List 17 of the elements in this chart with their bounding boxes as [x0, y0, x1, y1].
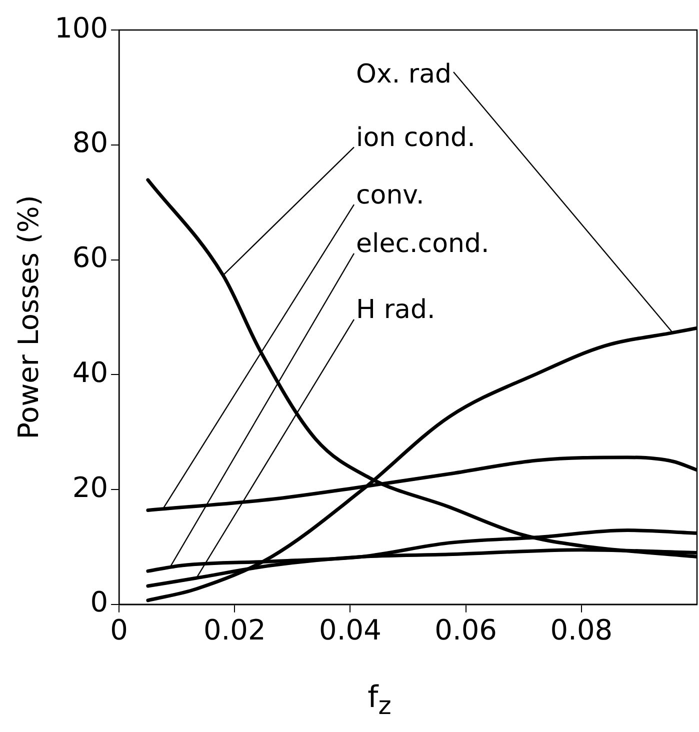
y-tick-label: 100 — [54, 11, 108, 44]
y-tick-label: 60 — [72, 241, 108, 274]
text: elec.cond. — [356, 229, 490, 260]
y-tick-label: 40 — [72, 356, 108, 389]
x-tick-label: 0.02 — [203, 613, 266, 646]
y-tick-label: 80 — [72, 126, 108, 160]
y-tick-label: 20 — [72, 470, 108, 504]
x-tick-label: 0.06 — [434, 613, 497, 646]
y-axis-title: Power Losses (%) — [12, 195, 46, 440]
text: Ox. rad — [356, 60, 452, 90]
x-tick-label: 0.04 — [319, 613, 382, 646]
text: H rad. — [356, 295, 436, 326]
x-tick-label: 0.08 — [550, 613, 613, 646]
text: conv. — [356, 180, 424, 210]
text: ion cond. — [356, 122, 476, 153]
y-tick-label: 0 — [90, 586, 108, 619]
x-axis-title: f$_{z}$ — [366, 680, 392, 720]
